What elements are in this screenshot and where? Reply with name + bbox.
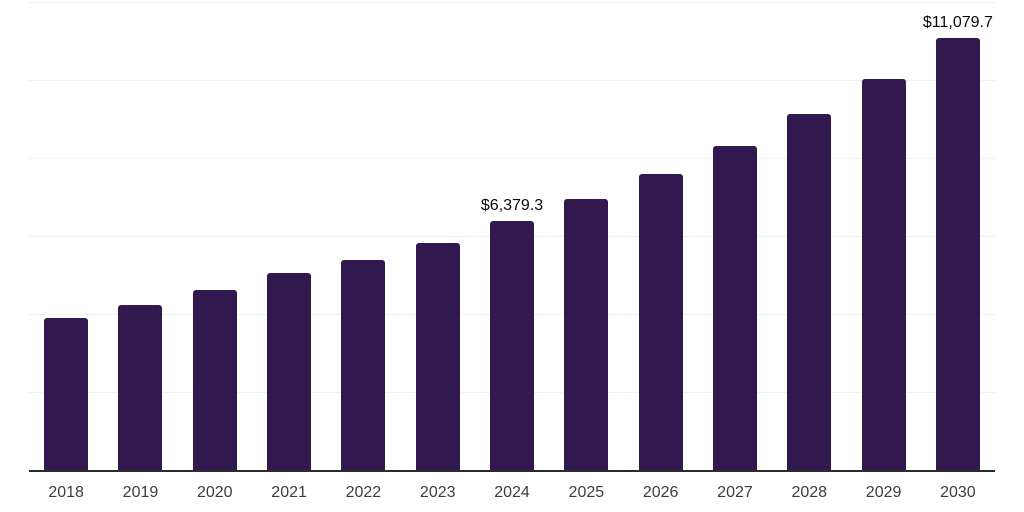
bar-slot-2028 [772, 0, 846, 470]
bar-2022[interactable] [341, 259, 386, 470]
bar-2028[interactable] [787, 114, 832, 470]
x-tick-label-2028: 2028 [791, 484, 828, 501]
bar-2019[interactable] [118, 305, 163, 470]
bar-2027[interactable] [712, 146, 757, 470]
x-tick-label-2024: 2024 [494, 484, 530, 501]
x-tick-label-2025: 2025 [568, 484, 605, 501]
bar-slot-2022 [326, 0, 400, 470]
bar-slot-2030: $11,079.7 [921, 0, 995, 470]
x-tick-label-2018: 2018 [48, 484, 84, 501]
x-tick-label-2027: 2027 [717, 484, 753, 501]
x-tick-label-2022: 2022 [345, 484, 382, 501]
x-tick-label-2029: 2029 [865, 484, 902, 501]
x-tick-label-2020: 2020 [196, 484, 233, 501]
bar-slot-2021 [252, 0, 326, 470]
plot-area: $6,379.3 $11,079.7 [29, 0, 995, 470]
bar-slot-2026 [624, 0, 698, 470]
x-tick-label-2021: 2021 [271, 484, 307, 501]
bar-chart: $6,379.3 $11,079.7 2018 2019 2020 2021 2022 20… [29, 0, 995, 512]
x-axis-labels: 2018 2019 2020 2021 2022 2023 2024 2025 2026 2027… [29, 483, 995, 502]
bar-slot-2024: $6,379.3 [475, 0, 549, 470]
x-tick-label-2026: 2026 [642, 484, 679, 501]
bar-2023[interactable] [415, 243, 460, 470]
bar-2030[interactable] [935, 37, 980, 470]
x-tick-label-2019: 2019 [122, 484, 159, 501]
bar-slot-2018 [29, 0, 103, 470]
bar-slot-2023 [401, 0, 475, 470]
bar-value-label-2030: $11,079.7 [922, 13, 993, 31]
bar-value-label-2024: $6,379.3 [480, 197, 544, 215]
x-axis-line [29, 470, 995, 472]
bar-2026[interactable] [638, 173, 683, 470]
x-tick-label-2030: 2030 [940, 484, 976, 501]
bar-2025[interactable] [564, 198, 609, 470]
bar-2024[interactable] [490, 221, 535, 470]
bar-slot-2020 [178, 0, 252, 470]
bar-slot-2019 [103, 0, 177, 470]
bar-slot-2029 [846, 0, 920, 470]
gridline-10000 [29, 80, 995, 81]
bar-slot-2025 [549, 0, 623, 470]
bar-slot-2027 [698, 0, 772, 470]
bar-2020[interactable] [192, 289, 237, 470]
bar-2021[interactable] [267, 272, 312, 470]
bar-2029[interactable] [861, 78, 906, 470]
x-tick-label-2023: 2023 [419, 484, 456, 501]
gridline-8000 [29, 158, 995, 159]
gridline-12000 [29, 2, 995, 3]
bar-2018[interactable] [44, 318, 89, 470]
